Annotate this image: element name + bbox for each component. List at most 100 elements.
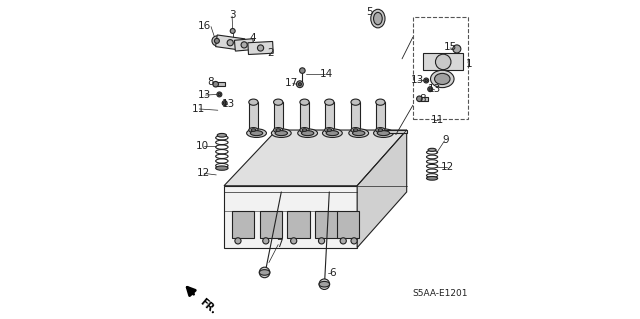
Bar — [324, 102, 334, 130]
Ellipse shape — [353, 131, 365, 136]
Circle shape — [257, 45, 264, 51]
Ellipse shape — [271, 129, 291, 137]
Polygon shape — [423, 53, 463, 70]
Text: 16: 16 — [198, 21, 211, 31]
Circle shape — [298, 83, 301, 86]
Ellipse shape — [250, 131, 263, 136]
Bar — [351, 102, 360, 130]
Bar — [287, 211, 310, 238]
Ellipse shape — [246, 129, 266, 137]
Ellipse shape — [302, 129, 307, 131]
Circle shape — [453, 45, 461, 53]
Ellipse shape — [324, 99, 334, 105]
Ellipse shape — [323, 129, 342, 137]
Circle shape — [259, 267, 270, 278]
Polygon shape — [357, 130, 406, 248]
Ellipse shape — [374, 12, 382, 25]
Circle shape — [428, 87, 433, 92]
Text: 12: 12 — [441, 161, 454, 172]
Polygon shape — [249, 130, 262, 133]
Text: 8: 8 — [208, 77, 214, 87]
Circle shape — [300, 68, 305, 73]
Bar — [376, 102, 385, 130]
Text: 11: 11 — [192, 104, 205, 114]
Bar — [260, 211, 282, 238]
Polygon shape — [324, 130, 338, 133]
Ellipse shape — [376, 128, 385, 132]
Polygon shape — [224, 130, 406, 186]
Circle shape — [340, 238, 346, 244]
Text: 13: 13 — [411, 75, 424, 85]
Text: S5AA-E1201: S5AA-E1201 — [413, 289, 468, 298]
Polygon shape — [300, 130, 313, 133]
Circle shape — [429, 88, 431, 90]
Ellipse shape — [371, 9, 385, 28]
Polygon shape — [376, 130, 388, 133]
Ellipse shape — [324, 128, 334, 132]
Circle shape — [291, 238, 297, 244]
Circle shape — [319, 279, 330, 289]
Bar — [249, 102, 258, 130]
Circle shape — [351, 238, 357, 244]
Circle shape — [217, 92, 222, 97]
Ellipse shape — [300, 128, 309, 132]
Ellipse shape — [301, 131, 314, 136]
Circle shape — [235, 238, 241, 244]
Ellipse shape — [275, 131, 287, 136]
Ellipse shape — [377, 131, 390, 136]
Ellipse shape — [251, 129, 256, 131]
Bar — [419, 97, 428, 100]
Text: FR.: FR. — [198, 297, 218, 316]
Text: 9: 9 — [442, 135, 449, 145]
Circle shape — [214, 38, 220, 43]
Ellipse shape — [351, 128, 360, 132]
Ellipse shape — [216, 166, 228, 170]
Text: 11: 11 — [431, 115, 444, 125]
Circle shape — [425, 79, 428, 82]
Text: 14: 14 — [319, 69, 333, 79]
Bar — [337, 211, 359, 238]
Bar — [273, 102, 283, 130]
Ellipse shape — [300, 99, 309, 105]
Text: 2: 2 — [267, 48, 274, 58]
Circle shape — [263, 238, 269, 244]
Ellipse shape — [351, 99, 360, 105]
Text: 5: 5 — [366, 7, 373, 17]
Circle shape — [212, 36, 222, 46]
Polygon shape — [248, 41, 273, 55]
Bar — [215, 82, 225, 86]
Ellipse shape — [327, 129, 332, 131]
Text: 10: 10 — [196, 140, 209, 151]
Circle shape — [218, 93, 221, 96]
Ellipse shape — [353, 129, 358, 131]
Polygon shape — [234, 39, 254, 51]
Circle shape — [230, 28, 235, 33]
Text: 13: 13 — [198, 90, 211, 100]
Ellipse shape — [249, 128, 258, 132]
Ellipse shape — [249, 99, 258, 105]
Bar — [300, 102, 309, 130]
Ellipse shape — [426, 176, 438, 180]
Circle shape — [417, 96, 422, 101]
Circle shape — [424, 78, 429, 83]
Circle shape — [222, 100, 227, 106]
Text: 15: 15 — [444, 42, 457, 52]
Ellipse shape — [435, 73, 450, 85]
Circle shape — [227, 40, 234, 46]
Polygon shape — [216, 35, 245, 50]
Bar — [413, 17, 468, 119]
Text: 1: 1 — [466, 59, 473, 70]
Text: 12: 12 — [196, 168, 209, 178]
Ellipse shape — [378, 129, 383, 131]
Bar — [316, 211, 338, 238]
Ellipse shape — [298, 129, 317, 137]
Text: 8: 8 — [419, 94, 426, 104]
Bar — [232, 211, 254, 238]
Ellipse shape — [217, 133, 227, 137]
Polygon shape — [273, 130, 287, 133]
Circle shape — [223, 102, 226, 104]
Circle shape — [296, 81, 303, 88]
Text: 6: 6 — [329, 268, 336, 278]
Ellipse shape — [276, 129, 280, 131]
Circle shape — [435, 54, 451, 70]
